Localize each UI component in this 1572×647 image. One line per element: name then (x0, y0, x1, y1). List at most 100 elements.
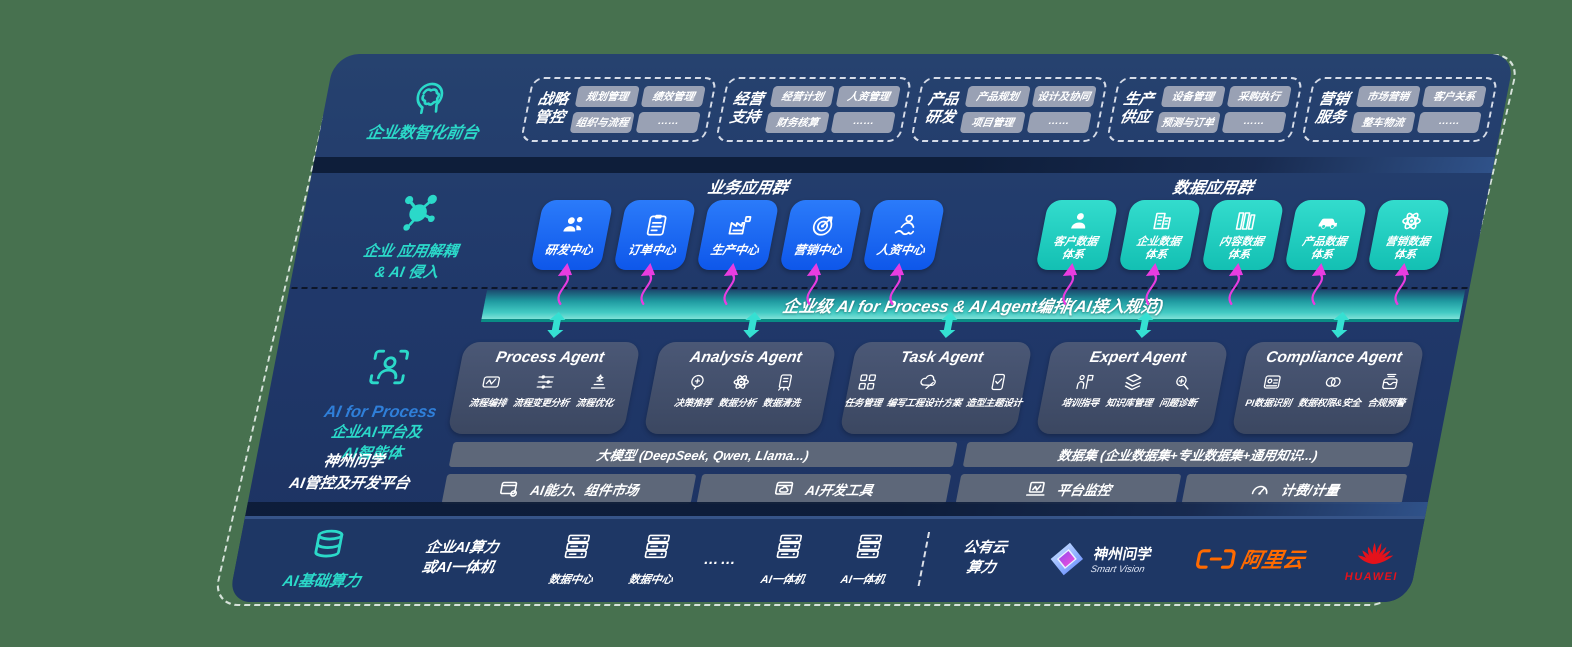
app-layer-label: 企业 应用解耦 & AI 侵入 (320, 190, 506, 283)
dataset-bar: 数据集 (企业数据集+专业数据集+通用知识...) (962, 442, 1414, 467)
agent-item: 知识库管理 (1105, 372, 1159, 409)
ai-devtool-label: AI开发工具 (804, 483, 875, 498)
pill: 整车物流 (1350, 111, 1416, 133)
pill: 采购执行 (1226, 85, 1292, 107)
tile-label-line2: 体系 (1143, 248, 1169, 261)
business-tiles: 研发中心 订单中心 (530, 200, 946, 306)
model-bar: 大模型 (DeepSeek, Qwen, Llama...) (448, 442, 958, 467)
tile-label: 生产中心 (709, 243, 761, 257)
smart-vision-sub: Smart Vision (1089, 564, 1146, 575)
agent-item-label: 培训指导 (1060, 398, 1100, 409)
agent-title: Compliance Agent (1264, 349, 1404, 366)
tile-label-line1: 营销数据 (1384, 235, 1431, 248)
front-group-operation: 经营 支持 经营计划 人资管理 财务核算 …… (715, 76, 914, 142)
knowledge-layers-icon (1124, 373, 1142, 391)
agent-layer-label: AI for Process 企业AI平台及 AI智能体 (295, 344, 468, 464)
pill: …… (1221, 111, 1287, 133)
group-pills: 市场营销 客户关系 整车物流 …… (1350, 85, 1487, 133)
front-group-production: 生产 供应 设备管理 采购执行 预测与订单 …… (1105, 76, 1304, 142)
task-agent-card: Task Agent 任务管理 编写工程设计方案 (839, 312, 1034, 434)
content-columns-icon (1235, 212, 1256, 230)
tile-wrap: 研发中心 (530, 200, 614, 306)
training-icon (1076, 374, 1094, 390)
magenta-arrow-icon (640, 263, 656, 306)
ellipsis-nodes: …… (702, 550, 740, 568)
tile-label: 研发中心 (543, 243, 595, 257)
agent-item-label: 流程优化 (574, 398, 615, 409)
group-title: 营销 服务 (1314, 91, 1351, 127)
tile-wrap: 营销数据 体系 (1367, 200, 1451, 306)
magenta-arrow-icon (1394, 263, 1410, 306)
infra-title: AI基础算力 (281, 572, 362, 590)
teal-double-arrow-icon (1135, 312, 1154, 338)
teal-double-arrow-icon (547, 312, 566, 338)
group-title: 产品 研发 (923, 91, 960, 127)
tile-label: 营销数据 体系 (1382, 235, 1431, 261)
agent-item: 数据清洗 (762, 372, 806, 409)
agent-title: Task Agent (899, 349, 985, 366)
agent-item-label: 流程变更分析 (512, 398, 571, 409)
business-group-title: 业务应用群 (706, 180, 790, 197)
tile-production-center: 生产中心 (696, 200, 780, 270)
pill: 规划管理 (574, 85, 640, 107)
platform-label: 神州问学 AI管控及开发平台 (262, 442, 442, 504)
dashed-vertical-divider (917, 532, 931, 586)
brain-head-icon (416, 82, 444, 114)
tile-marketing-center: 营销中心 (779, 200, 863, 270)
dataset-tools: 平台监控 计费/计量 (955, 474, 1408, 504)
agent-item-label: PI数据识别 (1244, 398, 1293, 409)
pill: 人资管理 (836, 85, 902, 107)
agent-item-label: 问题诊断 (1158, 398, 1198, 409)
agent-item: 造型主题设计 (965, 372, 1027, 409)
teal-double-arrow-icon (1331, 312, 1350, 338)
tile-label: 营销中心 (792, 243, 844, 257)
orchestration-label: 企业级 AI for Process & AI Agent编排(AI接入规范) (781, 297, 1165, 316)
pill: 设备管理 (1160, 85, 1226, 107)
pill: 客户关系 (1421, 85, 1487, 107)
group-title: 战略 管控 (533, 91, 570, 127)
agents-row: Process Agent 流程编排 流程变更分析 (447, 312, 1426, 434)
agent-item: 流程变更分析 (512, 372, 575, 409)
person-frame-icon (369, 349, 409, 385)
tile-wrap: 营销中心 (779, 200, 863, 306)
agent-item: 流程编排 (468, 372, 512, 409)
pill: 市场营销 (1355, 85, 1421, 107)
pill: 经营计划 (770, 85, 836, 107)
pill: 产品规划 (965, 85, 1031, 107)
window-gear-icon (500, 481, 518, 497)
tile-wrap: 生产中心 (696, 200, 780, 306)
tile-label: 产品数据 体系 (1299, 236, 1347, 261)
tile-content-data: 内容数据 体系 (1201, 200, 1285, 270)
datacenter-node: 数据中心 (609, 531, 700, 587)
users-icon (563, 216, 583, 232)
cloud-line2: 算力 (965, 560, 998, 576)
gauge-icon (1251, 485, 1268, 495)
tile-wrap: 订单中心 (613, 200, 697, 306)
tile-wrap: 人资中心 (862, 200, 946, 306)
server-icon (564, 534, 591, 559)
agent-item: 决策推荐 (673, 372, 717, 409)
monitor-box: 平台监控 (955, 474, 1182, 504)
magenta-arrow-icon (889, 263, 905, 306)
data-clean-icon (778, 374, 793, 391)
tile-label-line2: 体系 (1392, 248, 1418, 261)
window-cloud-icon (775, 481, 794, 495)
agent-label-line1: AI for Process (322, 403, 439, 421)
data-analysis-atom-icon (733, 375, 749, 389)
group-title-line: 管控 (533, 109, 567, 126)
front-group-marketing: 营销 服务 市场营销 客户关系 整车物流 …… (1300, 76, 1499, 142)
tile-label-line2: 体系 (1226, 248, 1252, 261)
smart-vision-name: 神州问学 (1092, 547, 1154, 563)
diagnosis-icon (1176, 375, 1189, 390)
compliance-agent-card: Compliance Agent PI数据识别 数据权限&安全 (1231, 312, 1426, 434)
task-grid-icon (858, 374, 877, 390)
process-agent-card: Process Agent 流程编排 流程变更分析 (447, 312, 642, 434)
expert-agent-card: Expert Agent 培训指导 知识库管理 (1035, 312, 1230, 434)
atom-icon (1402, 212, 1421, 230)
tile-label: 订单中心 (626, 243, 678, 257)
platform-label-line1: 神州问学 (322, 453, 386, 470)
compute-line2: 或AI一体机 (420, 560, 496, 576)
public-cloud-label: 公有云 算力 (937, 539, 1029, 578)
smart-vision-diamond-icon (1050, 542, 1084, 576)
agent-item: 合规预警 (1367, 372, 1411, 409)
